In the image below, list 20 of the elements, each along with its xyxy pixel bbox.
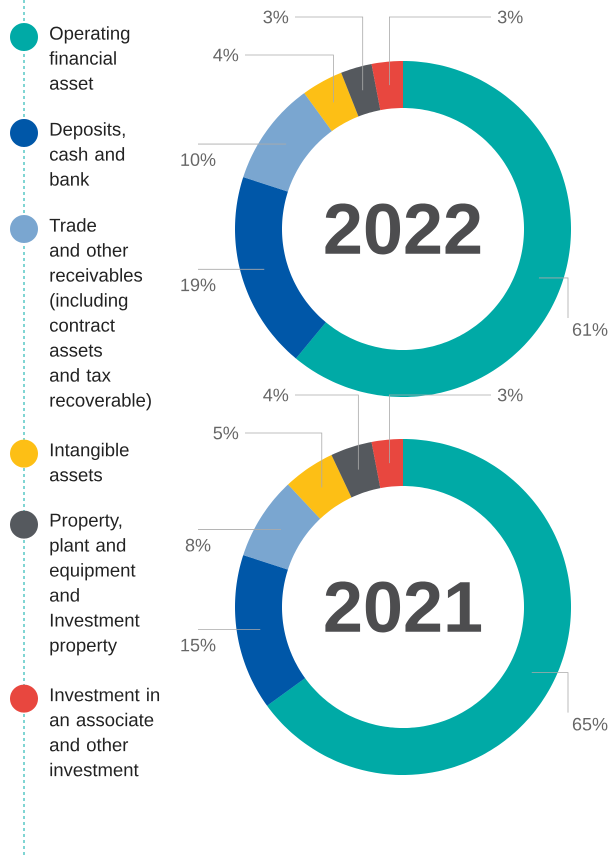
data-label: 8% xyxy=(186,538,210,552)
legend-label: Operating financial asset xyxy=(49,26,130,90)
data-label: 4% xyxy=(263,388,288,402)
legend-label: Property, plant and equipment and Investment property xyxy=(50,514,140,656)
data-label: 10% xyxy=(181,153,216,166)
data-label: 65% xyxy=(572,718,608,731)
legend-label: Intangible assets xyxy=(50,442,129,482)
data-label: 3% xyxy=(498,10,523,24)
legend-label: Deposits, cash and bank xyxy=(50,122,125,186)
data-label: 19% xyxy=(181,278,216,292)
data-label: 4% xyxy=(213,48,238,62)
text: 2021 xyxy=(325,582,482,632)
data-label: 3% xyxy=(498,388,523,402)
legend-label: Trade and other receivables (including contract assets and tax recoverable) xyxy=(50,218,151,410)
data-label: 61% xyxy=(572,323,608,336)
legend-label: Investment in an associate and other investment xyxy=(50,688,160,776)
data-label: 5% xyxy=(214,426,238,440)
data-label: 3% xyxy=(263,10,288,24)
text: 2022 xyxy=(325,204,480,254)
data-label: 15% xyxy=(181,638,216,652)
